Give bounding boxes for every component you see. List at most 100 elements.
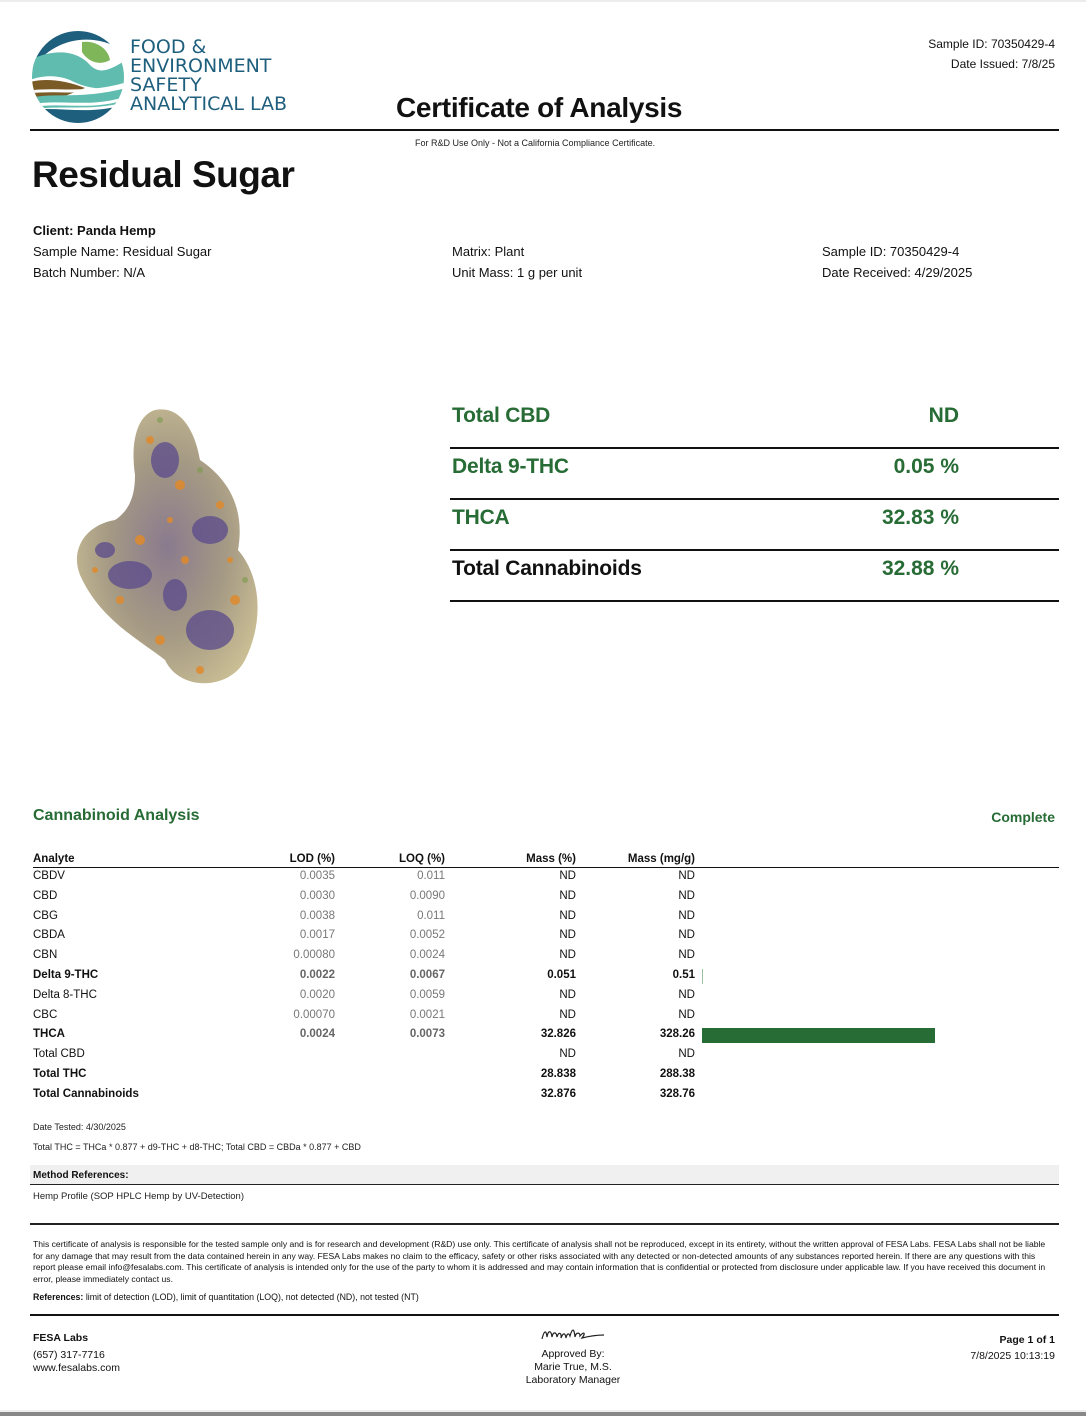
references-text: limit of detection (LOD), limit of quant… xyxy=(83,1292,419,1302)
summary-row-total-cannabinoids: Total Cannabinoids 32.88 % xyxy=(450,551,1059,602)
rd-use-note: For R&D Use Only - Not a California Comp… xyxy=(415,138,656,148)
table-header: Analyte LOD (%) LOQ (%) Mass (%) Mass (m… xyxy=(33,851,1059,868)
cell-loq: 0.0059 xyxy=(409,988,445,1001)
cell-lod: 0.0035 xyxy=(299,870,335,882)
cell-mass-pct: ND xyxy=(559,870,576,882)
header-divider xyxy=(30,129,1059,131)
cell-loq: 0.0073 xyxy=(409,1028,445,1041)
method-references-label: Method References: xyxy=(33,1170,129,1181)
cell-analyte: Total THC xyxy=(33,1067,87,1080)
approved-by-label: Approved By: xyxy=(541,1348,605,1360)
analysis-status: Complete xyxy=(991,809,1055,825)
sample-info-right: Sample ID: 70350429-4 Date Received: 4/2… xyxy=(822,241,972,283)
header-sample-id: Sample ID: 70350429-4 xyxy=(928,37,1055,51)
footer-company: FESA Labs (657) 317-7716 www.fesalabs.co… xyxy=(33,1332,120,1375)
cell-analyte: Total Cannabinoids xyxy=(33,1087,139,1100)
summary-label: THCA xyxy=(452,506,510,529)
unit-mass: Unit Mass: 1 g per unit xyxy=(452,265,583,280)
cannabinoid-analysis-title: Cannabinoid Analysis xyxy=(33,807,200,824)
cell-mass-pct: ND xyxy=(559,1008,576,1021)
mass-bar xyxy=(702,968,703,984)
summary-value: 0.05 % xyxy=(893,455,959,478)
cell-mass-mg: ND xyxy=(678,949,695,962)
summary-label: Total Cannabinoids xyxy=(452,557,642,580)
cell-analyte: THCA xyxy=(33,1028,65,1041)
sample-info-middle: Matrix: Plant Unit Mass: 1 g per unit xyxy=(452,241,582,283)
sample-name: Sample Name: Residual Sugar xyxy=(33,244,212,259)
cannabinoid-table: Analyte LOD (%) LOQ (%) Mass (%) Mass (m… xyxy=(33,851,1059,1106)
summary-row-delta9-thc: Delta 9-THC 0.05 % xyxy=(450,449,1059,500)
page-bottom-edge xyxy=(0,1410,1086,1416)
table-row: THCA 0.0024 0.0073 32.826 328.26 xyxy=(33,1026,1059,1046)
table-row: CBN 0.00080 0.0024 ND ND xyxy=(33,947,1059,967)
cannabis-bud-image xyxy=(76,409,258,684)
cell-lod: 0.0017 xyxy=(299,929,335,942)
date-tested: Date Tested: 4/30/2025 xyxy=(33,1122,126,1132)
cell-loq: 0.011 xyxy=(417,870,445,882)
table-row: Total THC 28.838 288.38 xyxy=(33,1066,1059,1086)
product-image xyxy=(60,400,300,700)
footer-page-info: Page 1 of 1 7/8/2025 10:13:19 xyxy=(970,1332,1055,1364)
cell-mass-pct: ND xyxy=(559,889,576,902)
cell-loq: 0.011 xyxy=(417,909,445,922)
footer-approval: Approved By: Marie True, M.S. Laboratory… xyxy=(473,1348,673,1387)
logo-wordmark: FOOD & ENVIRONMENT SAFETY ANALYTICAL LAB xyxy=(130,36,288,115)
sample-id: Sample ID: 70350429-4 xyxy=(822,244,960,259)
logo-emblem-icon xyxy=(32,31,124,123)
method-reference-value: Hemp Profile (SOP HPLC Hemp by UV-Detect… xyxy=(33,1191,245,1202)
company-phone: (657) 317-7716 xyxy=(33,1349,105,1361)
method-references-header: Method References: xyxy=(30,1165,1059,1185)
date-received: Date Received: 4/29/2025 xyxy=(822,265,973,280)
cell-mass-pct: ND xyxy=(559,929,576,942)
summary-value: ND xyxy=(928,404,959,427)
page-number: Page 1 of 1 xyxy=(999,1334,1055,1346)
cell-mass-pct: 32.876 xyxy=(540,1087,576,1100)
table-row: CBDV 0.0035 0.011 ND ND xyxy=(33,868,1059,888)
company-website[interactable]: www.fesalabs.com xyxy=(33,1362,120,1374)
col-analyte: Analyte xyxy=(33,853,75,865)
cell-lod: 0.0024 xyxy=(299,1028,335,1041)
cell-lod: 0.0030 xyxy=(299,889,335,902)
batch-number: Batch Number: N/A xyxy=(33,265,145,280)
cell-mass-pct: ND xyxy=(559,988,576,1001)
header-ids: Sample ID: 70350429-4 Date Issued: 7/8/2… xyxy=(928,34,1055,74)
cell-mass-mg: ND xyxy=(678,929,695,942)
table-row: CBD 0.0030 0.0090 ND ND xyxy=(33,888,1059,908)
cell-mass-pct: 28.838 xyxy=(540,1067,576,1080)
table-row: Delta 9-THC 0.0022 0.0067 0.051 0.51 xyxy=(33,967,1059,987)
cell-loq: 0.0067 xyxy=(409,968,445,981)
approver-title: Laboratory Manager xyxy=(525,1374,621,1386)
summary-row-total-cbd: Total CBD ND xyxy=(450,398,1059,449)
cell-mass-pct: 0.051 xyxy=(547,968,576,981)
cell-loq: 0.0021 xyxy=(409,1008,445,1021)
table-row: CBG 0.0038 0.011 ND ND xyxy=(33,908,1059,928)
table-row: Delta 8-THC 0.0020 0.0059 ND ND xyxy=(33,987,1059,1007)
cell-analyte: CBG xyxy=(33,909,58,922)
cell-analyte: Delta 9-THC xyxy=(33,968,99,981)
summary-label: Total CBD xyxy=(452,404,551,427)
header-date-issued: Date Issued: 7/8/25 xyxy=(950,57,1055,71)
table-row: CBC 0.00070 0.0021 ND ND xyxy=(33,1007,1059,1027)
total-formula: Total THC = THCa * 0.877 + d9-THC + d8-T… xyxy=(33,1142,361,1152)
cell-mass-pct: 32.826 xyxy=(540,1028,576,1041)
summary-value: 32.88 % xyxy=(881,557,959,580)
potency-summary: Total CBD ND Delta 9-THC 0.05 % THCA 32.… xyxy=(450,398,1059,602)
disclaimer-text: This certificate of analysis is responsi… xyxy=(33,1239,1046,1284)
cell-mass-pct: ND xyxy=(559,909,576,922)
cell-mass-mg: 0.51 xyxy=(672,968,695,981)
document-title: Certificate of Analysis xyxy=(396,92,683,123)
references-label: References: xyxy=(33,1292,84,1302)
cell-analyte: CBDV xyxy=(33,870,65,882)
cell-analyte: CBDA xyxy=(33,929,65,942)
col-loq: LOQ (%) xyxy=(399,853,445,865)
cell-lod: 0.0038 xyxy=(299,909,335,922)
client-name: Client: Panda Hemp xyxy=(33,223,156,238)
sample-title: Residual Sugar xyxy=(32,154,295,195)
table-row: Total CBD ND ND xyxy=(33,1046,1059,1066)
cell-mass-mg: 288.38 xyxy=(659,1067,695,1080)
mass-bar xyxy=(702,1028,935,1044)
cell-mass-mg: ND xyxy=(678,988,695,1001)
cell-lod: 0.0020 xyxy=(299,988,335,1001)
cell-analyte: CBC xyxy=(33,1008,58,1021)
table-row: CBDA 0.0017 0.0052 ND ND xyxy=(33,927,1059,947)
